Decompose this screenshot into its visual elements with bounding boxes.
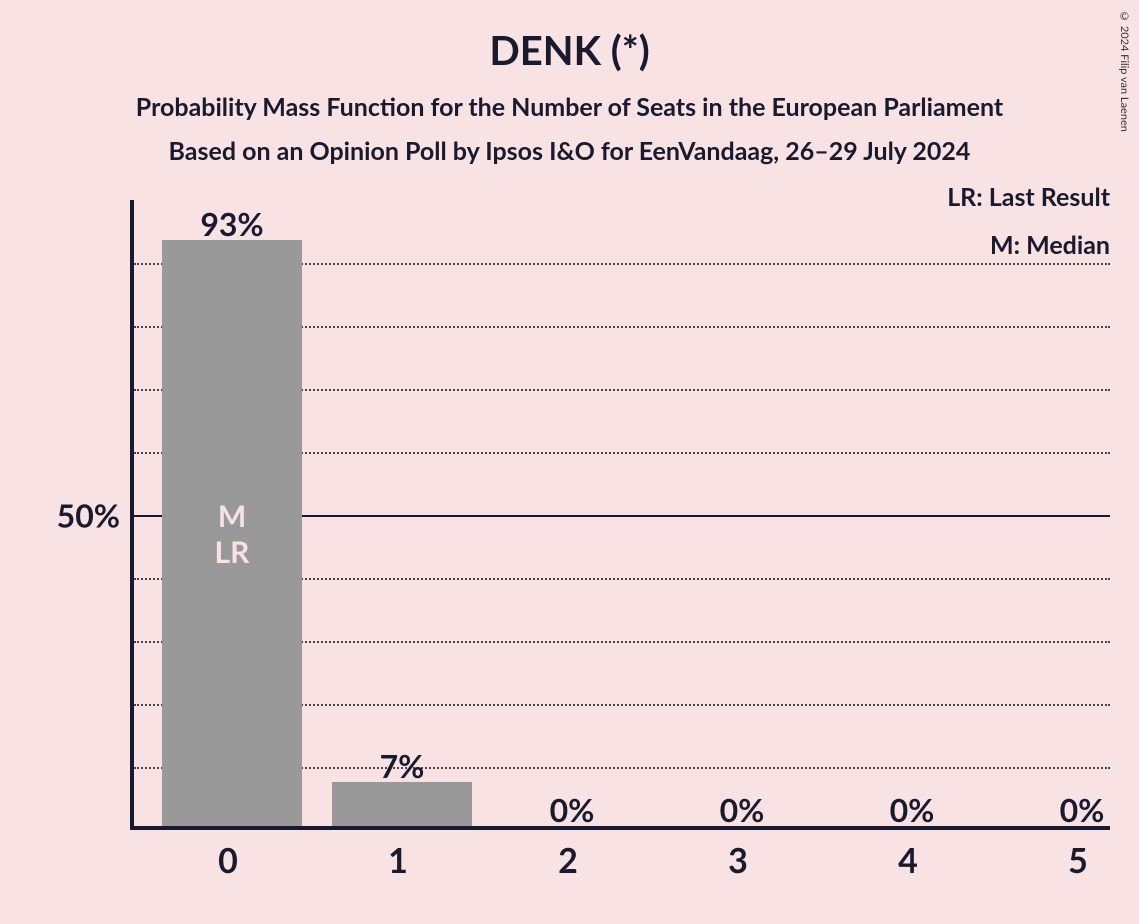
bar-value-label: 7% (322, 746, 482, 785)
median-marker: M (162, 498, 302, 534)
x-axis-tick-label: 0 (148, 840, 308, 881)
chart-subtitle-1: Probability Mass Function for the Number… (0, 92, 1139, 122)
bar-value-label: 93% (152, 204, 312, 243)
chart-container: MLR93%7%0%0%0%0%LR: Last ResultM: Median… (40, 200, 1110, 890)
bar (332, 782, 472, 826)
legend-last-result: LR: Last Result (941, 182, 1110, 212)
bar: MLR (162, 240, 302, 826)
x-axis-tick-label: 2 (488, 840, 648, 881)
bar-value-label: 0% (832, 790, 992, 829)
x-axis-tick-label: 3 (658, 840, 818, 881)
bar-value-label: 0% (662, 790, 822, 829)
x-axis-tick-label: 1 (318, 840, 478, 881)
copyright-text: © 2024 Filip van Laenen (1118, 10, 1131, 132)
chart-title: DENK (*) (0, 0, 1139, 74)
bar-value-label: 0% (492, 790, 652, 829)
bar-value-label: 0% (1002, 790, 1139, 829)
y-axis-tick-label: 50% (40, 496, 120, 535)
chart-subtitle-2: Based on an Opinion Poll by Ipsos I&O fo… (0, 136, 1139, 166)
last-result-marker: LR (162, 534, 302, 570)
in-bar-annotation: MLR (162, 498, 302, 570)
x-axis-tick-label: 4 (828, 840, 988, 881)
legend-median: M: Median (984, 230, 1110, 260)
x-axis-tick-label: 5 (998, 840, 1139, 881)
plot-area: MLR93%7%0%0%0%0%LR: Last ResultM: Median (130, 200, 1110, 830)
